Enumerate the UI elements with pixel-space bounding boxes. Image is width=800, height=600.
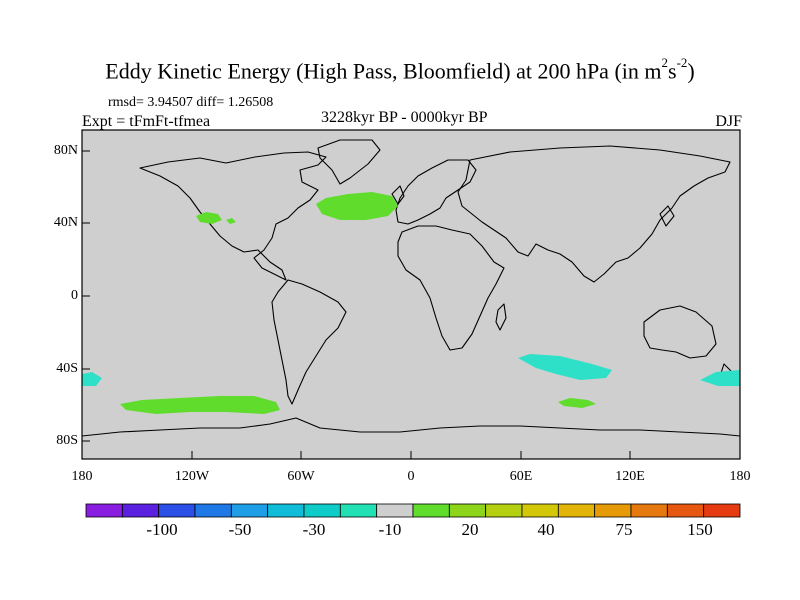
colorbar-cell xyxy=(339,503,378,518)
period-label: 3228kyr BP - 0000kyr BP xyxy=(321,109,488,126)
colorbar-cell xyxy=(194,503,232,518)
colorbar-label: -10 xyxy=(378,520,402,539)
colorbar-cell xyxy=(594,503,632,518)
coast-europe xyxy=(395,159,477,225)
coast-japan xyxy=(659,205,675,227)
coast-antarctica xyxy=(81,417,741,437)
colorbar-cell xyxy=(158,503,196,518)
colorbar-label: -50 xyxy=(228,520,252,539)
lat-label-0: 0 xyxy=(71,288,78,303)
colorbar-label: -30 xyxy=(302,520,326,539)
stats-text: rmsd= 3.94507 diff= 1.26508 xyxy=(108,95,274,110)
coast-north-america xyxy=(139,151,327,281)
colorbar-cell xyxy=(666,503,705,518)
colorbar-cell xyxy=(630,503,668,518)
plot-title: Eddy Kinetic Energy (High Pass, Bloomfie… xyxy=(105,55,695,84)
anomaly-north-atlantic xyxy=(316,192,398,220)
lat-label-80s: 80S xyxy=(56,433,78,448)
colorbar-cell xyxy=(521,503,559,518)
lon-label-120e: 120E xyxy=(615,469,645,484)
coast-south-america xyxy=(271,279,347,405)
colorbar xyxy=(85,503,741,518)
colorbar-cell xyxy=(485,503,523,518)
coast-madagascar xyxy=(495,303,507,331)
colorbar-label: 150 xyxy=(687,520,713,539)
colorbar-label: 75 xyxy=(615,520,633,539)
colorbar-cell xyxy=(230,503,269,518)
coast-asia xyxy=(457,145,731,283)
colorbar-cell xyxy=(376,503,414,518)
coast-greenland xyxy=(317,139,381,185)
colorbar-label: -100 xyxy=(146,520,178,539)
lon-label-60e: 60E xyxy=(509,469,533,484)
anomaly-tasman-sea xyxy=(700,370,740,386)
colorbar-cell xyxy=(412,503,450,518)
colorbar-cell xyxy=(303,503,341,518)
colorbar-cell xyxy=(267,503,305,518)
lat-label-80n: 80N xyxy=(53,143,78,158)
coast-africa xyxy=(397,225,505,351)
anomaly-south-pacific xyxy=(120,396,280,414)
lon-label-120w: 120W xyxy=(174,469,210,484)
anomaly-south-indian-green xyxy=(558,398,596,408)
anomaly-southern-indian-cyan xyxy=(518,354,612,380)
season-label: DJF xyxy=(715,113,742,130)
lon-label-180e: 180 xyxy=(729,469,751,484)
experiment-label: Expt = tFmFt-tfmea xyxy=(82,113,211,130)
lon-label-180w: 180 xyxy=(71,469,93,484)
lat-label-40s: 40S xyxy=(56,361,78,376)
lon-label-60w: 60W xyxy=(287,469,315,484)
anomaly-southeast-pacific xyxy=(82,372,102,386)
coast-british-isles xyxy=(391,185,405,205)
colorbar-cell xyxy=(557,503,596,518)
colorbar-cell xyxy=(85,503,123,518)
colorbar-cell xyxy=(448,503,487,518)
colorbar-label: 20 xyxy=(461,520,479,539)
colorbar-cell xyxy=(703,503,741,518)
coast-australia xyxy=(643,305,717,359)
lon-label-0: 0 xyxy=(407,469,415,484)
colorbar-label: 40 xyxy=(537,520,555,539)
lat-label-40n: 40N xyxy=(53,215,78,230)
colorbar-cell xyxy=(121,503,160,518)
anomaly-north-america xyxy=(196,212,236,224)
